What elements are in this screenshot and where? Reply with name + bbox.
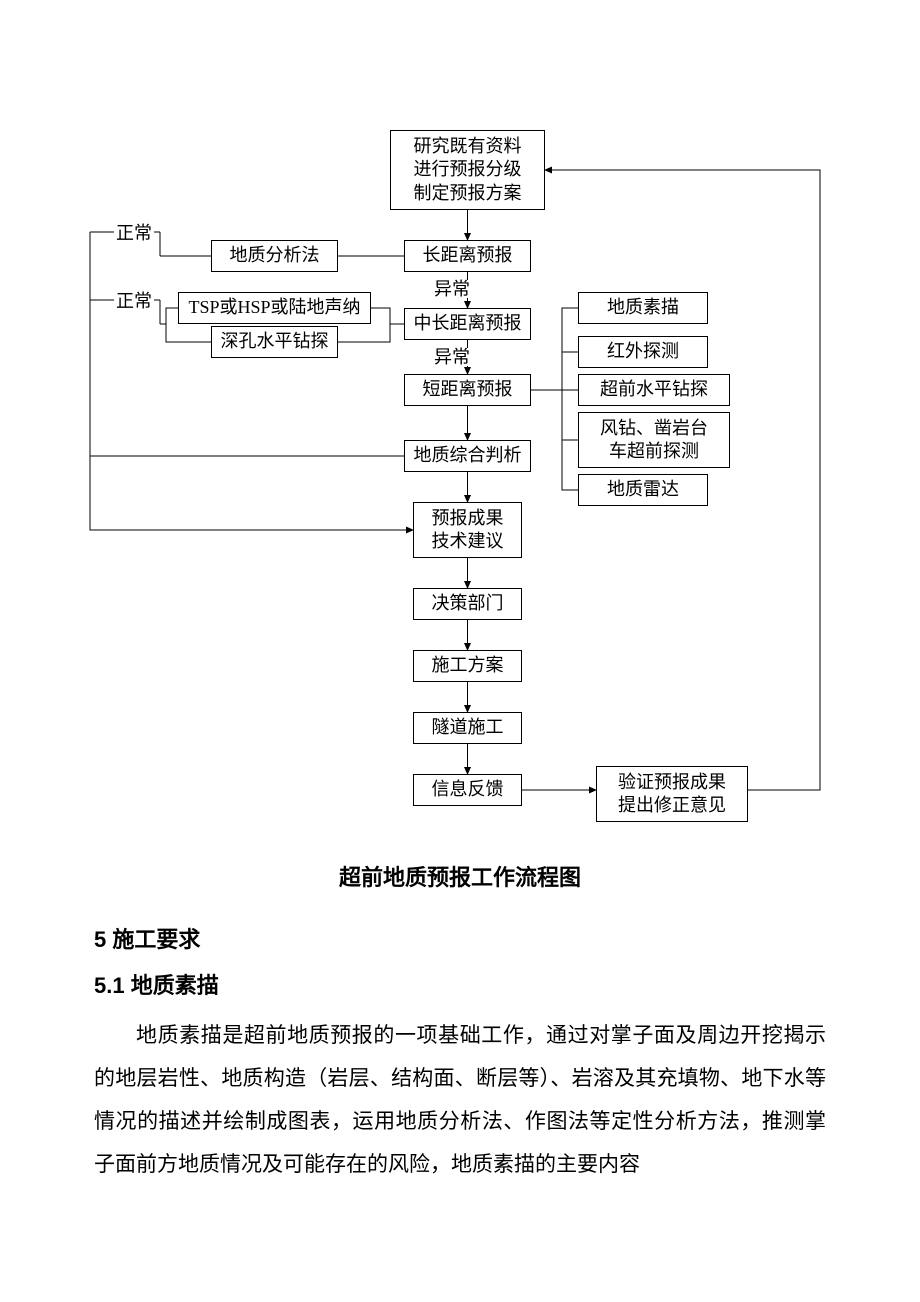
node-n7: 决策部门 (413, 588, 522, 620)
edge-12 (371, 308, 404, 324)
edge-label-2: 异常 (432, 280, 472, 298)
flowchart-canvas: 研究既有资料 进行预报分级 制定预报方案长距离预报中长距离预报短距离预报地质综合… (0, 0, 920, 820)
node-r5: 地质雷达 (578, 474, 708, 506)
node-n3: 中长距离预报 (404, 308, 531, 340)
edge-24 (562, 390, 578, 490)
node-l1: 地质分析法 (211, 240, 338, 272)
node-r3: 超前水平钻探 (578, 374, 730, 406)
flowchart-caption: 超前地质预报工作流程图 (0, 860, 920, 892)
edge-label-1: 正常 (114, 292, 154, 310)
edge-21 (531, 308, 578, 390)
flowchart-edges (0, 0, 920, 820)
node-r6: 验证预报成果 提出修正意见 (596, 766, 748, 822)
node-n6: 预报成果 技术建议 (413, 502, 522, 558)
edge-13 (338, 324, 404, 342)
node-n9: 隧道施工 (413, 712, 522, 744)
node-n8: 施工方案 (413, 650, 522, 682)
node-r2: 红外探测 (578, 336, 708, 368)
node-n10: 信息反馈 (413, 774, 522, 806)
body-paragraph: 地质素描是超前地质预报的一项基础工作，通过对掌子面及周边开挖揭示的地层岩性、地质… (94, 1014, 826, 1186)
node-r4: 风钻、凿岩台 车超前探测 (578, 412, 730, 468)
node-n4: 短距离预报 (404, 374, 531, 406)
node-r1: 地质素描 (578, 292, 708, 324)
node-n5: 地质综合判析 (404, 440, 531, 472)
node-n1: 研究既有资料 进行预报分级 制定预报方案 (390, 130, 545, 210)
section-heading-5-1: 5.1 地质素描 (94, 968, 920, 1000)
section-heading-5: 5 施工要求 (94, 922, 920, 954)
edge-label-0: 正常 (114, 224, 154, 242)
node-l2: TSP或HSP或陆地声纳 (178, 292, 371, 324)
node-l3: 深孔水平钻探 (211, 326, 338, 358)
node-n2: 长距离预报 (404, 240, 531, 272)
edge-label-3: 异常 (432, 348, 472, 366)
